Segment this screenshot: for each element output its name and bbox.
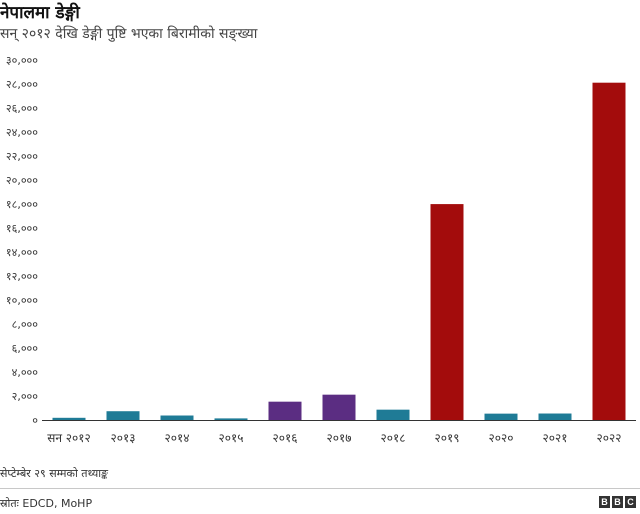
bars (52, 82, 626, 420)
y-tick-label: ४,००० (12, 366, 39, 379)
bar (268, 401, 302, 420)
y-axis: ० २,००० ४,००० ६,००० ८,००० १०,००० १२,००० १४,००० १… (6, 54, 38, 427)
data-note: सेप्टेम्बेर २९ सम्मको तथ्याङ्क (0, 467, 109, 480)
logo-letter: B (599, 496, 610, 508)
y-tick-label: २४,००० (6, 126, 38, 139)
bar (592, 82, 626, 420)
x-tick-label: २०१९ (435, 431, 460, 445)
y-tick-label: २८,००० (6, 78, 38, 91)
bar (322, 394, 356, 420)
x-tick-label: २०१४ (165, 431, 190, 445)
bar (52, 417, 86, 420)
y-tick-label: ८,००० (12, 318, 39, 331)
y-tick-label: ० (32, 414, 38, 427)
bar (538, 413, 572, 420)
x-tick-label: २०१५ (219, 431, 244, 445)
y-tick-label: १८,००० (6, 198, 38, 211)
y-tick-label: २०,००० (6, 174, 38, 187)
bar (214, 418, 248, 420)
y-tick-label: ६,००० (12, 342, 39, 355)
bar-chart: ० २,००० ४,००० ६,००० ८,००० १०,००० १२,००० १४,००० १… (6, 54, 636, 445)
x-tick-label: २०२२ (597, 431, 622, 445)
bar (430, 204, 464, 420)
x-tick-label: २०२१ (543, 431, 568, 445)
y-tick-label: २६,००० (6, 102, 38, 115)
logo-letter: C (625, 496, 636, 508)
x-tick-label: सन २०१२ (47, 431, 91, 445)
x-tick-label: २०१७ (327, 431, 352, 445)
x-axis: सन २०१२ २०१३ २०१४ २०१५ २०१६ २०१७ २०१८ २०१९ २०२० २… (47, 431, 621, 445)
y-tick-label: १२,००० (6, 270, 38, 283)
y-tick-label: २,००० (12, 390, 39, 403)
y-tick-label: २२,००० (6, 150, 38, 163)
y-tick-label: १०,००० (6, 294, 38, 307)
source-text: स्रोतः EDCD, MoHP (0, 497, 93, 510)
bar (160, 415, 194, 420)
logo-letter: B (612, 496, 623, 508)
bar (484, 413, 518, 420)
x-tick-label: २०१८ (381, 431, 406, 445)
x-tick-label: २०१६ (273, 431, 298, 445)
bar (376, 409, 410, 420)
x-tick-label: २०२० (489, 431, 514, 445)
y-tick-label: ३०,००० (6, 54, 38, 67)
bar (106, 411, 140, 420)
y-tick-label: १४,००० (6, 246, 38, 259)
x-tick-label: २०१३ (111, 431, 136, 445)
chart-subtitle: सन् २०१२ देखि डेङ्गी पुष्टि भएका बिरामीक… (0, 26, 258, 42)
chart-title: नेपालमा डेङ्गी (0, 3, 80, 23)
footer-divider (0, 488, 640, 489)
bbc-logo: B B C (599, 496, 636, 508)
y-tick-label: १६,००० (6, 222, 38, 235)
